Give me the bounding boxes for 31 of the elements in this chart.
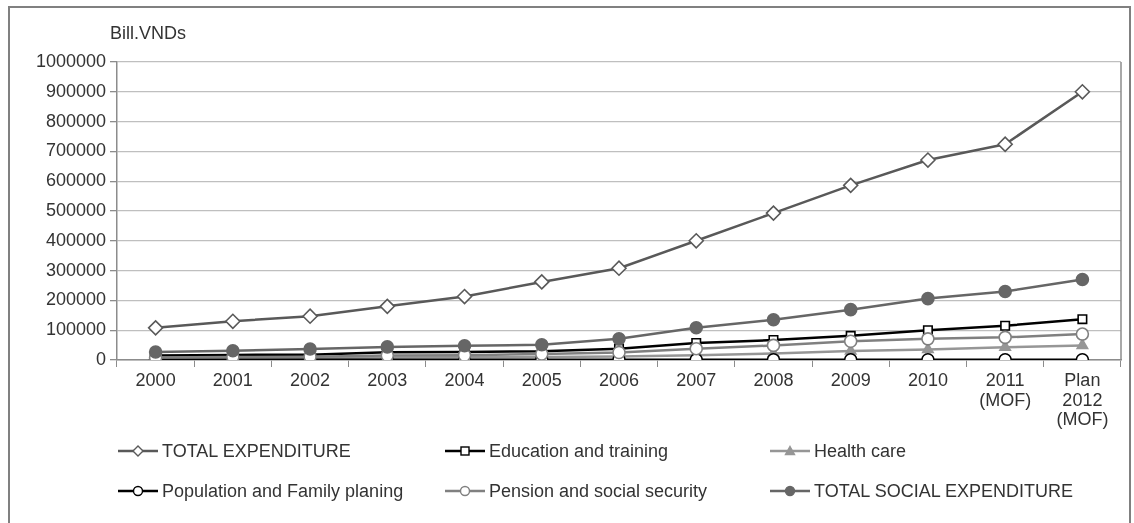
x-tick-label: 2010 [907, 369, 948, 390]
legend-label: Health care [814, 440, 907, 462]
legend-label: Pension and social security [489, 480, 708, 502]
x-tick-label: 2005 [521, 369, 562, 390]
legend-label: TOTAL SOCIAL EXPENDITURE [814, 480, 1074, 502]
y-tick-label: 100000 [45, 319, 106, 340]
x-tick-label: 2009 [830, 369, 871, 390]
y-tick-label: 800000 [45, 110, 106, 131]
x-tick-label: 2008 [753, 369, 794, 390]
x-tick-label: 2004 [444, 369, 485, 390]
x-tick-label: 2011 (MOF) [979, 369, 1032, 410]
legend-label: TOTAL EXPENDITURE [162, 440, 351, 462]
x-tick-label: 2006 [598, 369, 640, 390]
y-tick-label: 400000 [45, 229, 106, 250]
x-tick-label: 2001 [212, 369, 253, 390]
legend-label: Education and training [489, 440, 669, 462]
y-tick-label: 1000000 [35, 50, 106, 71]
y-tick-label: 200000 [45, 289, 106, 310]
legend-label: Population and Family planing [162, 480, 404, 502]
x-tick-label: 2000 [135, 369, 176, 390]
x-tick-label: Plan 2012 (MOF) [1056, 369, 1109, 430]
x-tick-label: 2007 [676, 369, 717, 390]
y-axis-title: Bill.VNDs [110, 22, 187, 44]
x-tick-label: 2003 [367, 369, 408, 390]
y-tick-label: 600000 [45, 170, 106, 191]
y-tick-label: 500000 [45, 199, 106, 220]
y-tick-label: 900000 [45, 80, 106, 101]
y-tick-label: 700000 [45, 140, 106, 161]
y-tick-label: 0 [95, 348, 106, 369]
x-tick-label: 2002 [290, 369, 331, 390]
y-tick-label: 300000 [45, 259, 106, 280]
